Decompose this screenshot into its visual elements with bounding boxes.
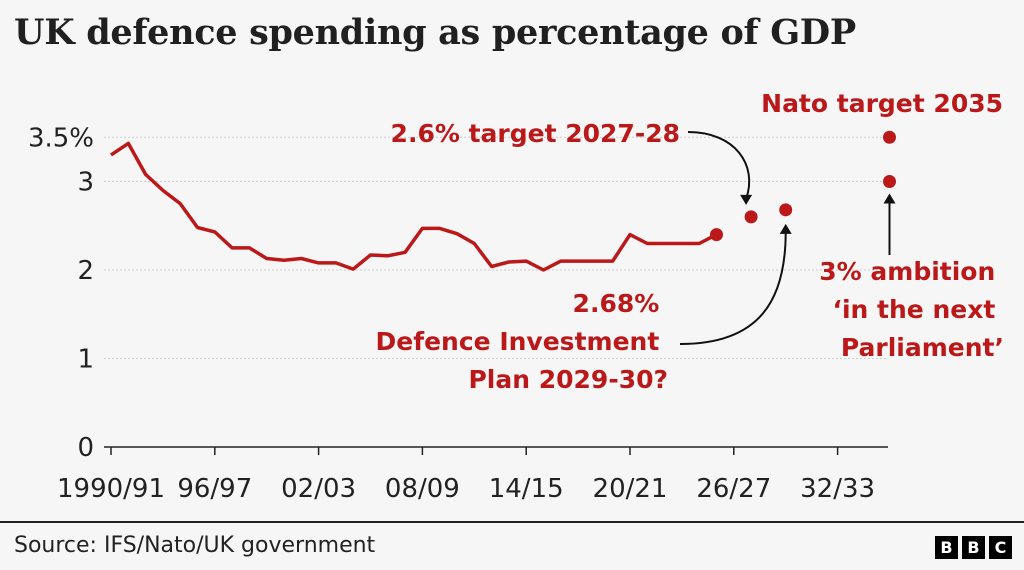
x-tick-label: 08/09	[385, 474, 460, 504]
data-point-marker	[744, 210, 758, 224]
footer-divider	[0, 521, 1024, 523]
x-tick-label: 96/97	[177, 474, 252, 504]
y-tick-label: 0	[77, 433, 94, 463]
series-line-defence-spending	[110, 141, 718, 272]
y-tick-label: 3.5%	[28, 123, 94, 153]
annotation-ambition-line-1: 3% ambition	[819, 257, 995, 286]
data-point-marker	[710, 228, 723, 242]
x-axis: 1990/91 96/97 02/03 08/09 14/15 20/21 26/27 32/…	[57, 446, 888, 504]
logo-letter-c: C	[989, 536, 1012, 559]
data-point-marker	[779, 203, 793, 217]
data-point-marker	[883, 130, 896, 144]
y-tick-label: 1	[77, 345, 94, 375]
y-tick-label: 2	[77, 256, 94, 286]
x-tick-label: 1990/91	[57, 474, 165, 504]
chart-title: UK defence spending as percentage of GDP	[14, 12, 856, 53]
arrow-defence-investment-plan	[679, 231, 787, 345]
arrow-head	[740, 194, 753, 205]
annotation-dip-line-2: Defence Investment	[376, 327, 660, 356]
arrow-head	[883, 193, 896, 204]
line-chart: 0 1 2 3 3.5% 1990/91 96/97 02/03 08/09 14/15 20/2…	[28, 89, 1004, 504]
annotation-nato-target: Nato target 2035	[761, 89, 1003, 118]
bbc-logo: B B C	[935, 536, 1012, 559]
logo-letter-b1: B	[935, 536, 958, 559]
y-axis-ticks: 0 1 2 3 3.5%	[28, 123, 94, 463]
annotation-arrows	[679, 131, 896, 345]
x-tick-label: 02/03	[281, 474, 356, 504]
x-tick-label: 14/15	[489, 474, 564, 504]
logo-letter-b2: B	[962, 536, 985, 559]
annotation-defence-investment-plan: 2.68% Defence Investment Plan 2029-30?	[376, 289, 668, 394]
arrow-2027-target	[687, 131, 751, 200]
annotation-2027-target: 2.6% target 2027-28	[391, 119, 680, 148]
arrow-head	[779, 223, 792, 234]
y-tick-label: 3	[77, 168, 94, 198]
source-note: Source: IFS/Nato/UK government	[14, 533, 376, 558]
annotation-dip-line-1: 2.68%	[573, 289, 660, 318]
x-tick-label: 32/33	[800, 474, 875, 504]
x-tick-label: 20/21	[593, 474, 668, 504]
x-tick-label: 26/27	[696, 474, 771, 504]
point-markers	[710, 130, 896, 242]
annotation-ambition-line-2: ‘in the next	[832, 295, 995, 324]
gridlines	[104, 136, 888, 359]
data-point-marker	[883, 175, 896, 188]
annotation-ambition-line-3: Parliament’	[841, 333, 1004, 362]
annotation-3pct-ambition: 3% ambition ‘in the next Parliament’	[819, 257, 1004, 362]
annotation-dip-line-3: Plan 2029-30?	[468, 365, 668, 394]
